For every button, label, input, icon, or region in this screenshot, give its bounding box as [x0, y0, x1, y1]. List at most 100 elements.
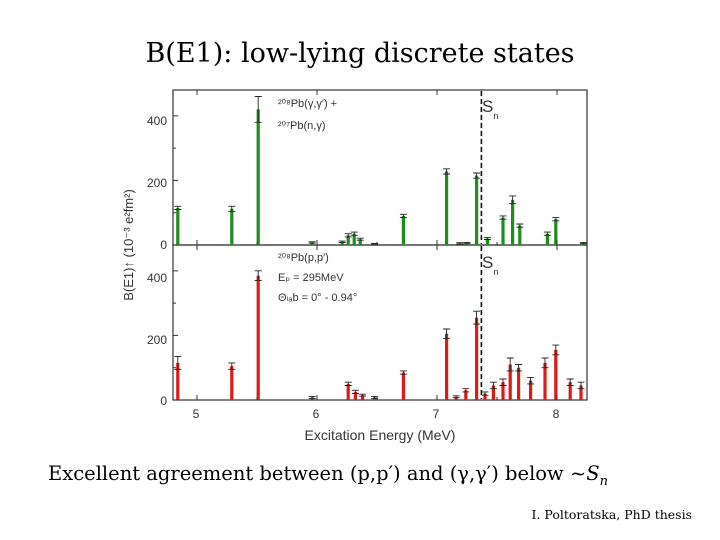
top-ytick-label-400: 400	[147, 114, 167, 128]
bottom-error-bar-15	[499, 378, 507, 386]
e1-strength-chart: 400 200 0 400 200 0 5 6 7 8 Excitation E…	[121, 89, 588, 443]
top-bar-2	[256, 109, 260, 246]
bottom-bar-9	[445, 333, 449, 400]
top-error-bar-12	[463, 241, 471, 245]
bottom-error-bar-14	[489, 381, 497, 390]
top-bar-14	[485, 238, 489, 245]
bottom-error-bar-17	[515, 364, 523, 372]
top-error-bar-4	[338, 240, 346, 243]
y-axis-label: B(E1)↑ (10⁻³ e²fm²)	[121, 189, 136, 301]
top-bar-9	[401, 215, 405, 245]
bottom-ytick-label-400: 400	[147, 271, 167, 285]
top-error-bar-9	[399, 213, 407, 219]
bottom-error-bar-20	[552, 344, 560, 356]
bottom-threshold-sub: n	[493, 267, 498, 277]
top-panel-frame	[172, 89, 588, 246]
top-legend-line1: ²⁰⁸Pb(γ,γ′) +	[278, 98, 337, 110]
top-threshold-symbol: S	[482, 97, 493, 116]
top-bar-3	[310, 242, 314, 245]
top-bar-7	[358, 239, 362, 245]
bottom-bar-5	[353, 391, 357, 400]
bottom-bar-13	[483, 393, 487, 400]
top-bar-18	[545, 233, 549, 245]
bottom-error-bar-21	[566, 378, 574, 386]
bottom-error-bar-2	[254, 270, 262, 281]
bottom-bar-17	[517, 367, 521, 400]
bottom-error-bar-4	[344, 381, 352, 386]
top-bar-6	[352, 233, 356, 245]
top-error-bar-11	[456, 242, 464, 245]
bottom-error-bar-3	[308, 395, 316, 399]
top-ytick-label-0: 0	[160, 238, 167, 252]
xtick-label-5: 5	[193, 407, 200, 421]
top-error-bar-15	[499, 215, 507, 220]
bottom-bar-11	[464, 390, 468, 400]
bottom-error-bar-8	[399, 370, 407, 375]
bottom-bar-4	[346, 383, 350, 400]
top-bar-0	[176, 207, 180, 245]
slide-title: B(E1): low-lying discrete states	[145, 38, 575, 69]
top-threshold-sub: n	[493, 111, 498, 121]
top-error-bar-6	[350, 231, 358, 236]
bottom-legend-line3: Θₗₐb = 0° - 0.94°	[278, 292, 357, 304]
bottom-error-bar-22	[577, 381, 585, 390]
bottom-bar-10	[454, 396, 458, 400]
bottom-bar-20	[554, 349, 558, 400]
top-error-bar-3	[308, 241, 316, 244]
top-bar-16	[511, 199, 515, 245]
bottom-error-bar-16	[506, 357, 514, 372]
bottom-bar-6	[361, 395, 365, 400]
bottom-bar-19	[543, 362, 547, 400]
bottom-bar-1	[230, 366, 234, 400]
bottom-bar-0	[176, 362, 180, 400]
top-legend-line2: ²⁰⁷Pb(n,γ)	[278, 120, 326, 132]
bottom-error-bar-11	[462, 388, 470, 393]
top-error-bar-1	[228, 205, 236, 212]
caption: Excellent agreement between (p,p′) and (…	[48, 462, 708, 489]
x-axis-label: Excitation Energy (MeV)	[305, 427, 456, 443]
top-bar-13	[475, 175, 479, 245]
bottom-bar-2	[256, 275, 260, 400]
top-error-bar-2	[254, 96, 262, 123]
bottom-error-bar-13	[481, 391, 489, 396]
top-bar-17	[518, 225, 522, 245]
caption-subscript: n	[599, 473, 609, 489]
caption-text: Excellent agreement between (p,p′) and (…	[48, 462, 587, 485]
bottom-threshold-label: Sn	[482, 253, 498, 277]
bottom-bar-21	[568, 382, 572, 400]
bottom-error-bar-5	[351, 389, 359, 394]
top-error-bar-20	[579, 241, 587, 245]
bottom-bar-series	[174, 270, 585, 400]
bottom-legend-line1: ²⁰⁸Pb(p,p′)	[278, 252, 329, 264]
bottom-bar-8	[401, 372, 405, 400]
bottom-error-bar-19	[541, 357, 549, 369]
top-error-bar-17	[516, 223, 524, 228]
bottom-error-bar-1	[228, 362, 236, 370]
bottom-bar-15	[501, 382, 505, 400]
bottom-ytick-label-200: 200	[147, 333, 167, 347]
top-error-bar-5	[344, 233, 352, 238]
top-bar-10	[445, 171, 449, 245]
bottom-bar-12	[475, 317, 479, 400]
caption-symbol: S	[586, 462, 600, 485]
top-error-bar-14	[483, 237, 491, 240]
top-error-bar-18	[543, 231, 551, 236]
top-bar-1	[230, 208, 234, 245]
top-bar-series	[174, 96, 587, 246]
top-error-bar-13	[473, 172, 481, 179]
credit: I. Poltoratska, PhD thesis	[531, 507, 692, 522]
top-bar-5	[346, 235, 350, 245]
bottom-bar-22	[579, 385, 583, 400]
top-bar-19	[554, 219, 558, 245]
top-error-bar-7	[356, 237, 364, 241]
top-error-bar-16	[509, 195, 517, 205]
top-error-bar-0	[174, 205, 182, 210]
bottom-error-bar-0	[174, 355, 182, 370]
bottom-error-bar-10	[452, 395, 460, 399]
xtick-label-8: 8	[553, 407, 560, 421]
bottom-bar-18	[529, 380, 533, 400]
bottom-legend-line2: Eₚ = 295MeV	[278, 272, 344, 284]
bottom-bar-16	[508, 364, 512, 400]
xtick-label-6: 6	[313, 407, 320, 421]
bottom-panel-frame	[172, 244, 588, 401]
